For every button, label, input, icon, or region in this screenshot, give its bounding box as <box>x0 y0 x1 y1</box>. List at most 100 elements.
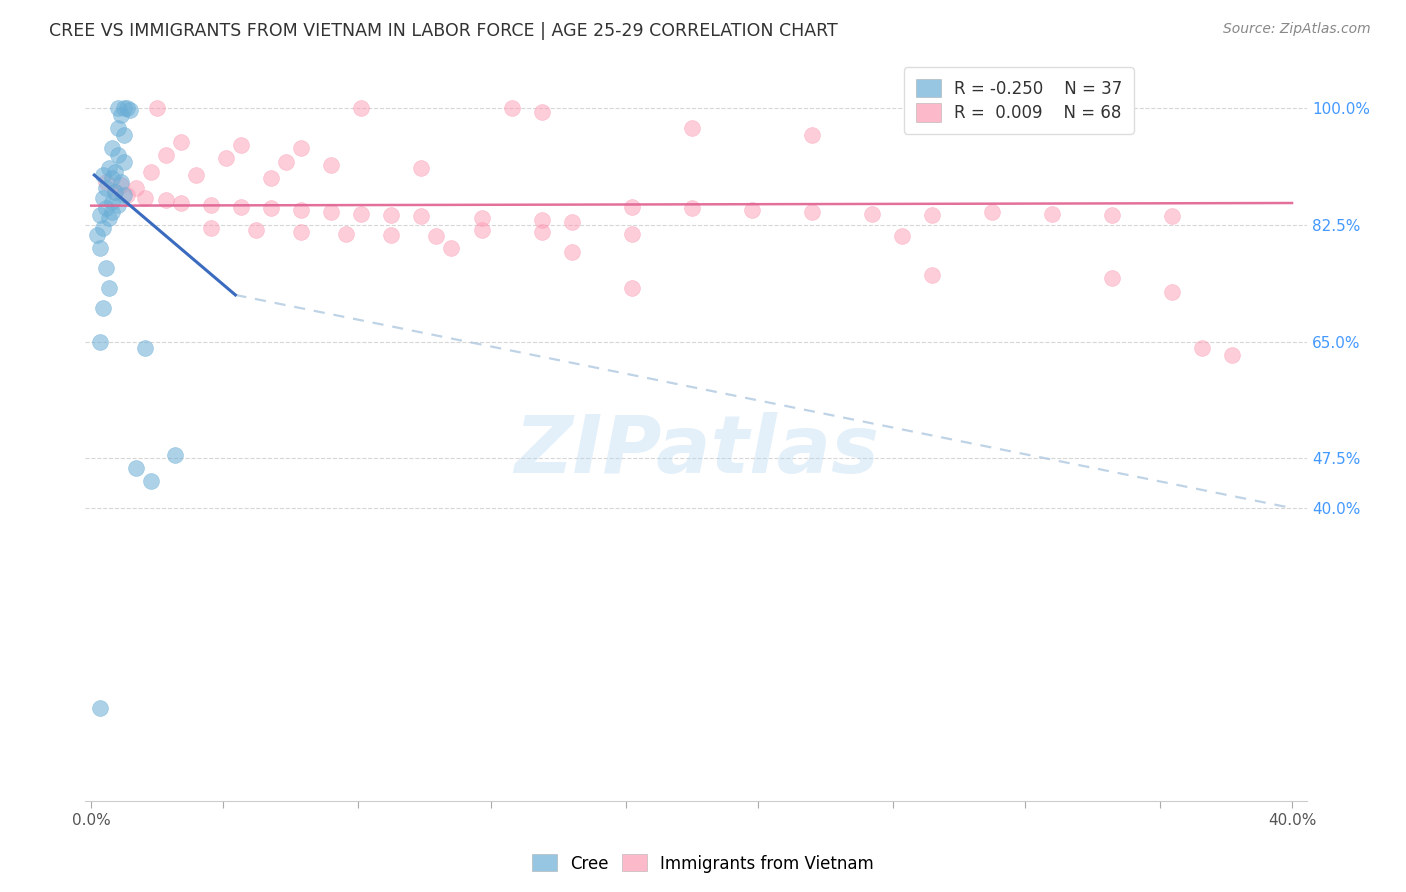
Point <box>231 200 253 214</box>
Point <box>245 222 267 236</box>
Point <box>980 204 1002 219</box>
Point <box>112 188 135 202</box>
Point <box>530 104 553 119</box>
Point <box>141 475 163 489</box>
Point <box>89 701 111 715</box>
Point <box>620 227 643 241</box>
Point <box>620 200 643 214</box>
Point <box>1101 271 1123 285</box>
Point <box>117 102 139 116</box>
Text: CREE VS IMMIGRANTS FROM VIETNAM IN LABOR FORCE | AGE 25-29 CORRELATION CHART: CREE VS IMMIGRANTS FROM VIETNAM IN LABOR… <box>49 22 838 40</box>
Point <box>101 171 124 186</box>
Point <box>170 135 193 149</box>
Point <box>134 341 156 355</box>
Point <box>112 102 135 116</box>
Point <box>231 138 253 153</box>
Point <box>350 102 373 116</box>
Point <box>96 175 118 189</box>
Point <box>110 175 132 189</box>
Point <box>1101 208 1123 222</box>
Point <box>91 191 114 205</box>
Point <box>350 207 373 221</box>
Point <box>98 281 121 295</box>
Point <box>470 222 492 236</box>
Point <box>96 181 118 195</box>
Point <box>620 281 643 295</box>
Point <box>290 141 312 155</box>
Point <box>141 164 163 178</box>
Point <box>200 198 222 212</box>
Point <box>104 164 127 178</box>
Legend: Cree, Immigrants from Vietnam: Cree, Immigrants from Vietnam <box>526 847 880 880</box>
Point <box>155 194 177 208</box>
Point <box>741 202 763 217</box>
Point <box>101 194 124 209</box>
Point <box>89 241 111 255</box>
Point <box>530 213 553 227</box>
Point <box>215 152 238 166</box>
Point <box>561 244 583 259</box>
Point <box>800 204 823 219</box>
Point <box>800 128 823 142</box>
Point <box>380 227 402 242</box>
Point <box>117 188 139 202</box>
Point <box>112 154 135 169</box>
Point <box>110 108 132 122</box>
Point <box>96 261 118 276</box>
Point <box>89 208 111 222</box>
Text: ZIPatlas: ZIPatlas <box>513 411 879 490</box>
Point <box>104 185 127 199</box>
Point <box>470 211 492 226</box>
Point <box>200 221 222 235</box>
Point <box>860 207 883 221</box>
Point <box>112 128 135 142</box>
Point <box>1191 341 1213 355</box>
Point <box>440 241 463 255</box>
Point <box>335 227 357 241</box>
Point <box>107 148 129 162</box>
Point <box>155 148 177 162</box>
Point <box>1161 210 1184 224</box>
Point <box>125 181 148 195</box>
Point <box>260 171 283 186</box>
Point <box>91 221 114 235</box>
Point <box>125 461 148 475</box>
Point <box>1040 207 1063 221</box>
Legend: R = -0.250    N = 37, R =  0.009    N = 68: R = -0.250 N = 37, R = 0.009 N = 68 <box>904 67 1133 134</box>
Point <box>98 211 121 226</box>
Point <box>101 204 124 219</box>
Point <box>98 161 121 176</box>
Point <box>921 208 943 222</box>
Point <box>107 121 129 136</box>
Point <box>89 334 111 349</box>
Point <box>101 141 124 155</box>
Point <box>134 191 156 205</box>
Point <box>1161 285 1184 299</box>
Point <box>290 225 312 239</box>
Point <box>104 185 127 199</box>
Point <box>530 225 553 239</box>
Point <box>260 202 283 216</box>
Point <box>411 161 433 176</box>
Point <box>91 301 114 316</box>
Point <box>380 208 402 222</box>
Point <box>165 448 187 462</box>
Point <box>321 204 343 219</box>
Point <box>1220 348 1243 362</box>
Point <box>501 102 523 116</box>
Point <box>120 103 142 117</box>
Point <box>170 196 193 211</box>
Point <box>921 268 943 282</box>
Point <box>890 229 912 244</box>
Point <box>561 214 583 228</box>
Point <box>321 158 343 172</box>
Point <box>107 102 129 116</box>
Text: Source: ZipAtlas.com: Source: ZipAtlas.com <box>1223 22 1371 37</box>
Point <box>276 154 298 169</box>
Point <box>91 168 114 182</box>
Point <box>110 178 132 192</box>
Point <box>290 202 312 217</box>
Point <box>425 229 447 244</box>
Point <box>86 227 108 242</box>
Point <box>681 202 703 216</box>
